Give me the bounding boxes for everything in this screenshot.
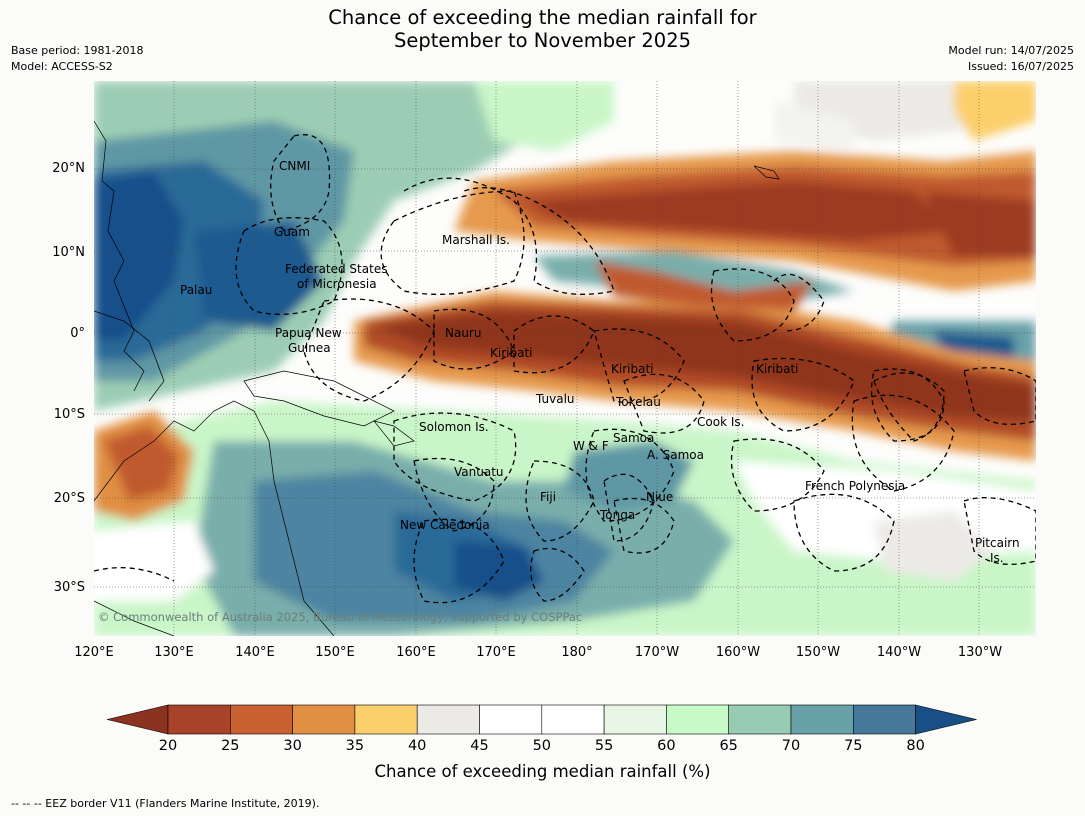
colorbar [107, 704, 977, 735]
lat-tick-10s: 10°S [53, 407, 85, 422]
label-tokelau: Tokelau [615, 395, 661, 409]
colorbar-tick-label: 70 [781, 738, 801, 754]
label-marshall: Marshall Is. [442, 233, 510, 247]
model-info: Base period: 1981-2018 Model: ACCESS-S2 [11, 43, 143, 75]
colorbar-cell [603, 704, 667, 735]
lon-tick-140w: 140°W [876, 645, 922, 660]
lat-tick-20n: 20°N [52, 161, 85, 176]
lon-tick-170w: 170°W [634, 645, 680, 660]
colorbar-cell [852, 704, 916, 735]
probability-shading [94, 81, 1036, 636]
colorbar-cell [292, 704, 356, 735]
label-fiji: Fiji [540, 490, 556, 504]
colorbar-over-arrow [915, 704, 977, 735]
colorbar-cell [167, 704, 231, 735]
coastlines [94, 120, 780, 636]
lon-tick-130e: 130°E [154, 645, 194, 660]
colorbar-tick-label: 45 [470, 738, 489, 754]
lon-tick-170e: 170°E [476, 645, 516, 660]
label-tonga: Tonga [599, 508, 635, 522]
label-vanuatu: Vanuatu [454, 465, 504, 479]
label-pitcairn-2: Is. [990, 551, 1004, 565]
label-fsm-1: Federated States [285, 262, 387, 276]
label-kiribati-w: Kiribati [490, 346, 532, 360]
rainfall-map: CNMI Guam Marshall Is. Federated States … [94, 81, 1036, 636]
label-kiribati-e: Kiribati [756, 362, 798, 376]
colorbar-cell [230, 704, 293, 735]
eez-borders [94, 134, 1036, 604]
colorbar-tick-label: 20 [158, 738, 178, 754]
title-line-1: Chance of exceeding the median rainfall … [328, 6, 757, 29]
colorbar-tick-label: 30 [283, 738, 302, 754]
region-labels: CNMI Guam Marshall Is. Federated States … [180, 159, 1020, 565]
lon-tick-140e: 140°E [235, 645, 275, 660]
colorbar-tick-label: 50 [532, 738, 552, 754]
lat-tick-10n: 10°N [52, 245, 85, 260]
lon-tick-150w: 150°W [795, 645, 841, 660]
colorbar-tick-label: 35 [345, 738, 365, 754]
model-run-date: Model run: 14/07/2025 [948, 44, 1074, 57]
colorbar-cell [354, 704, 418, 735]
label-samoa: Samoa [613, 431, 654, 445]
label-cook: Cook Is. [697, 415, 744, 429]
label-png-2: Guinea [288, 341, 331, 355]
lon-tick-130w: 130°W [957, 645, 1003, 660]
colorbar-tick-label: 40 [407, 738, 427, 754]
base-period: Base period: 1981-2018 [11, 44, 144, 57]
label-palau: Palau [180, 283, 212, 297]
label-french-polynesia: French Polynesia [805, 479, 905, 493]
label-new-caledonia: New Caledonia [400, 518, 490, 532]
label-niue: Niue [646, 490, 673, 504]
colorbar-cell [728, 704, 792, 735]
lon-tick-150e: 150°E [315, 645, 355, 660]
label-tuvalu: Tuvalu [535, 392, 575, 406]
colorbar-tick-label: 75 [844, 738, 863, 754]
model-name: Model: ACCESS-S2 [11, 60, 113, 73]
colorbar-cell [666, 704, 730, 735]
lon-tick-120e: 120°E [74, 645, 114, 660]
map-title: Chance of exceeding the median rainfall … [0, 6, 1085, 52]
colorbar-under-arrow [107, 704, 169, 735]
label-nauru: Nauru [445, 326, 481, 340]
issued-date: Issued: 16/07/2025 [967, 60, 1074, 73]
colorbar-tick-label: 80 [906, 738, 925, 754]
label-guam: Guam [274, 225, 310, 239]
colorbar-cell [541, 704, 605, 735]
lon-tick-160e: 160°E [396, 645, 436, 660]
colorbar-tick-label: 65 [719, 738, 738, 754]
title-line-2: September to November 2025 [393, 29, 692, 52]
lon-tick-160w: 160°W [715, 645, 761, 660]
label-cnmi: CNMI [279, 159, 310, 173]
colorbar-label: Chance of exceeding median rainfall (%) [374, 762, 711, 781]
lat-tick-30s: 30°S [53, 580, 85, 595]
label-solomon: Solomon Is. [419, 420, 489, 434]
lon-tick-180: 180° [561, 645, 593, 660]
lat-tick-20s: 20°S [53, 491, 85, 506]
colorbar-cell [790, 704, 854, 735]
label-fsm-2: of Micronesia [297, 277, 377, 291]
colorbar-tick-label: 55 [594, 738, 614, 754]
label-png-1: Papua New [275, 326, 342, 340]
colorbar-cells [107, 704, 977, 735]
label-kiribati-c: Kiribati [611, 362, 653, 376]
colorbar-cell [479, 704, 543, 735]
lat-tick-0: 0° [70, 326, 85, 341]
label-american-samoa: A. Samoa [647, 448, 704, 462]
colorbar-tick-label: 25 [221, 738, 240, 754]
label-wallis-futuna: W & F [573, 439, 609, 453]
rainfall-field: CNMI Guam Marshall Is. Federated States … [94, 81, 1036, 636]
colorbar-cell [416, 704, 480, 735]
copyright-notice: © Commonwealth of Australia 2025, Bureau… [98, 610, 582, 624]
colorbar-tick-label: 60 [657, 738, 676, 754]
run-info: Model run: 14/07/2025 Issued: 16/07/2025 [948, 43, 1074, 75]
eez-legend: -- -- -- EEZ border V11 (Flanders Marine… [11, 797, 320, 810]
label-pitcairn-1: Pitcairn [975, 536, 1020, 550]
